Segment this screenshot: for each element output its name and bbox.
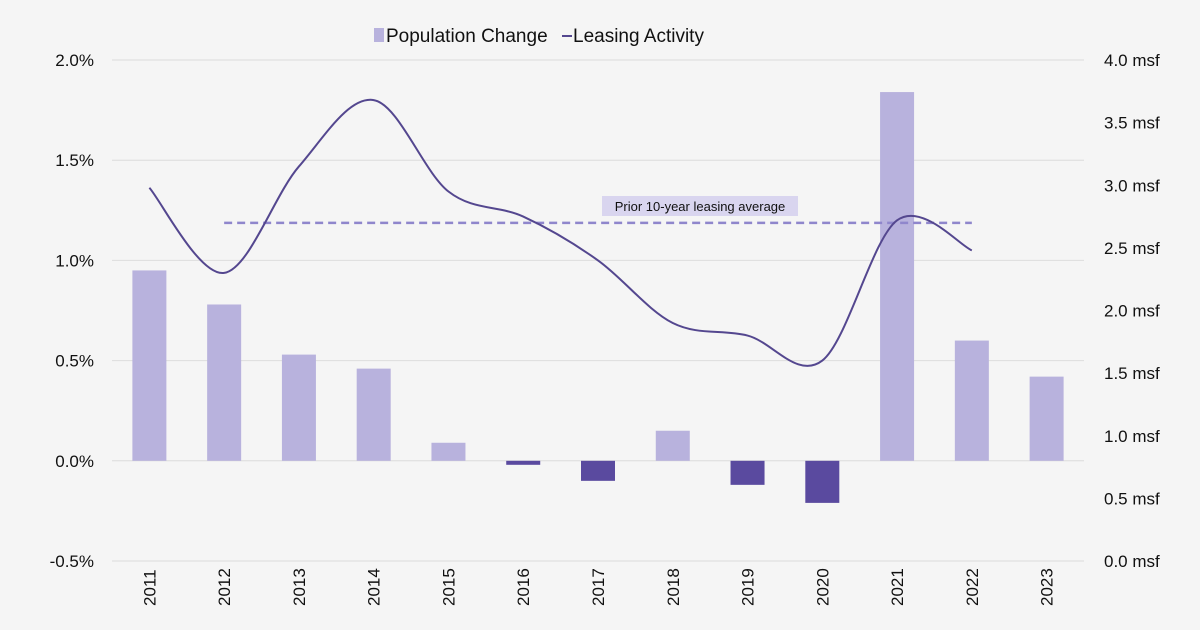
y-left-tick-label: -0.5% (50, 552, 94, 571)
x-axis: 2011 2012 2013 2014 2015 2016 2017 2018 2019 2020… (140, 568, 1056, 606)
bar-population-2018 (655, 430, 690, 461)
y-axis-right: 0.0 msf 0.5 msf 1.0 msf 1.5 msf 2.0 msf 2.5 m… (1104, 51, 1160, 571)
bar-population-2015 (431, 442, 466, 461)
y-right-tick-label: 1.0 msf (1104, 427, 1160, 446)
x-tick-label: 2022 (963, 568, 982, 606)
x-tick-label: 2019 (739, 568, 758, 606)
bar-population-2017 (581, 460, 615, 481)
bars (132, 92, 1064, 503)
legend-swatch-population (374, 28, 384, 42)
y-right-tick-label: 2.5 msf (1104, 239, 1160, 258)
bar-population-2013 (281, 354, 316, 461)
bar-population-2019 (730, 460, 765, 485)
y-right-tick-label: 3.0 msf (1104, 176, 1160, 195)
leasing-line-group (148, 99, 973, 367)
x-tick-label: 2012 (215, 568, 234, 606)
y-right-tick-label: 2.0 msf (1104, 302, 1160, 321)
bar-population-2011 (132, 270, 167, 461)
average-label-background (602, 196, 798, 216)
y-left-tick-label: 0.0% (55, 452, 94, 471)
average-label: Prior 10-year leasing average (615, 199, 786, 214)
bar-population-2014 (356, 368, 391, 461)
bar-population-2020 (805, 460, 840, 503)
legend-label-leasing: Leasing Activity (573, 26, 704, 47)
bar-population-2023 (1029, 376, 1064, 461)
y-left-tick-label: 0.5% (55, 352, 94, 371)
bar-population-2021 (880, 92, 915, 461)
bar-population-2012 (207, 304, 242, 461)
legend: Population Change Leasing Activity (374, 26, 704, 47)
y-right-tick-label: 1.5 msf (1104, 364, 1160, 383)
y-left-tick-label: 1.5% (55, 151, 94, 170)
x-tick-label: 2015 (439, 568, 458, 606)
x-tick-label: 2017 (589, 568, 608, 606)
x-tick-label: 2016 (514, 568, 533, 606)
bar-population-2016 (506, 460, 541, 465)
y-right-tick-label: 3.5 msf (1104, 114, 1160, 133)
y-axis-left: -0.5% 0.0% 0.5% 1.0% 1.5% 2.0% (50, 51, 94, 571)
x-tick-label: 2023 (1038, 568, 1057, 606)
x-tick-label: 2013 (290, 568, 309, 606)
bar-population-2022 (954, 340, 989, 461)
average-line-group: Prior 10-year leasing average (224, 196, 972, 225)
y-right-tick-label: 4.0 msf (1104, 51, 1160, 70)
x-tick-label: 2020 (813, 568, 832, 606)
x-tick-label: 2014 (365, 568, 384, 606)
x-tick-label: 2021 (888, 568, 907, 606)
x-tick-label: 2011 (140, 569, 159, 606)
leasing-activity-line (148, 99, 973, 367)
y-left-tick-label: 1.0% (55, 251, 94, 270)
x-tick-label: 2018 (664, 568, 683, 606)
gridlines (112, 59, 1084, 562)
y-right-tick-label: 0.0 msf (1104, 552, 1160, 571)
legend-label-population: Population Change (386, 26, 548, 47)
y-left-tick-label: 2.0% (55, 51, 94, 70)
y-right-tick-label: 0.5 msf (1104, 489, 1160, 508)
